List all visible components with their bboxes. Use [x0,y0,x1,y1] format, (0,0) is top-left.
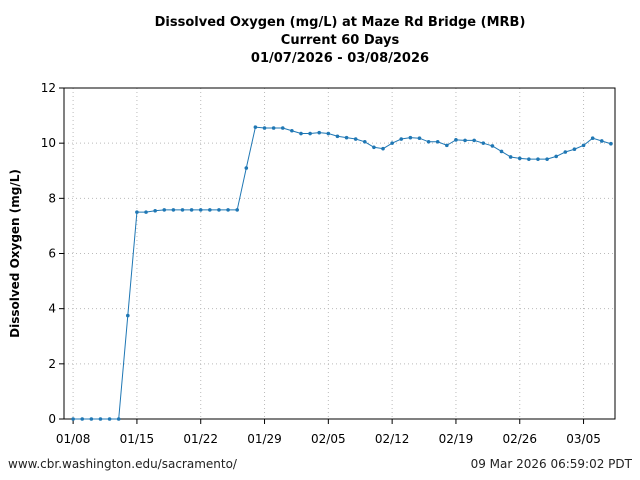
data-point [481,141,486,145]
data-point [171,208,176,212]
x-tick-label: 02/12 [375,432,410,446]
data-point [308,131,312,136]
x-tick-label: 02/05 [311,432,346,446]
data-point [445,143,449,148]
data-point [362,139,367,144]
data-point [189,208,194,212]
data-point [463,138,467,143]
data-point [572,147,577,152]
data-point [390,141,394,145]
data-point [244,166,249,170]
data-point [517,156,522,161]
x-tick-label: 02/19 [439,432,474,446]
y-tick-label: 4 [48,302,56,316]
data-point [126,313,130,318]
chart-title: Dissolved Oxygen (mg/L) at Maze Rd Bridg… [154,15,526,30]
series-points [71,125,613,421]
data-point [290,128,294,133]
data-point [198,208,203,212]
data-point [417,136,422,141]
x-tick-label: 03/05 [566,432,601,446]
data-point [563,150,568,154]
data-point [545,157,549,161]
data-point [71,417,75,421]
data-point [472,138,476,143]
x-axis-ticks: 01/08 01/15 01/22 01/29 02/05 02/12 02/19 02/26… [56,419,601,446]
x-tick-label: 01/29 [247,432,282,446]
data-point [408,135,413,140]
data-point [162,208,167,212]
data-point [508,155,513,159]
data-point [317,130,322,135]
data-point [435,139,440,144]
data-point [280,126,285,130]
y-tick-label: 0 [48,412,56,426]
data-point [599,139,604,143]
data-point [527,157,531,161]
y-tick-label: 10 [41,136,56,150]
data-point [107,417,112,421]
data-point [80,417,85,421]
data-point [381,146,385,151]
footer-timestamp: 09 Mar 2026 06:59:02 PDT [470,457,632,471]
data-point [326,131,331,136]
data-point [299,131,303,136]
y-tick-label: 8 [48,191,56,205]
data-point [609,141,613,146]
data-point [208,208,212,212]
source-url[interactable]: www.cbr.washington.edu/sacramento/ [8,457,237,471]
data-point [235,208,239,212]
data-point [554,154,559,159]
y-axis-label: Dissolved Oxygen (mg/L) [8,169,22,338]
x-tick-label: 01/22 [183,432,218,446]
data-point [135,210,139,214]
chart-subtitle: Current 60 Days [280,33,400,48]
data-point [116,417,121,421]
data-point [499,149,504,154]
y-tick-label: 12 [41,81,56,95]
data-point [590,136,595,141]
y-tick-label: 2 [48,357,56,371]
y-axis-ticks: 0 2 4 6 8 10 12 [41,81,64,426]
data-point [217,208,221,212]
data-point [253,125,258,129]
data-point [581,143,586,148]
data-point [153,208,157,213]
data-point [399,137,404,141]
data-point [226,208,230,212]
data-point [426,139,431,144]
data-point [98,417,103,421]
data-point [271,126,276,130]
data-point [490,144,495,148]
data-point [372,145,376,150]
data-point [536,157,540,161]
data-point [89,417,94,421]
x-tick-label: 01/08 [56,432,91,446]
data-point [262,126,267,130]
chart-date-range: 01/07/2026 - 03/08/2026 [250,51,430,66]
series-line [73,126,612,420]
data-point [353,137,358,141]
chart-title-block: Dissolved Oxygen (mg/L) at Maze Rd Bridg… [0,14,640,68]
data-point [144,210,148,214]
data-point [180,208,185,212]
data-point [344,135,349,140]
y-tick-label: 6 [48,247,56,261]
x-tick-label: 02/26 [502,432,537,446]
x-tick-label: 01/15 [120,432,155,446]
data-point [454,138,458,142]
data-point [335,134,340,139]
grid-lines [64,87,615,420]
